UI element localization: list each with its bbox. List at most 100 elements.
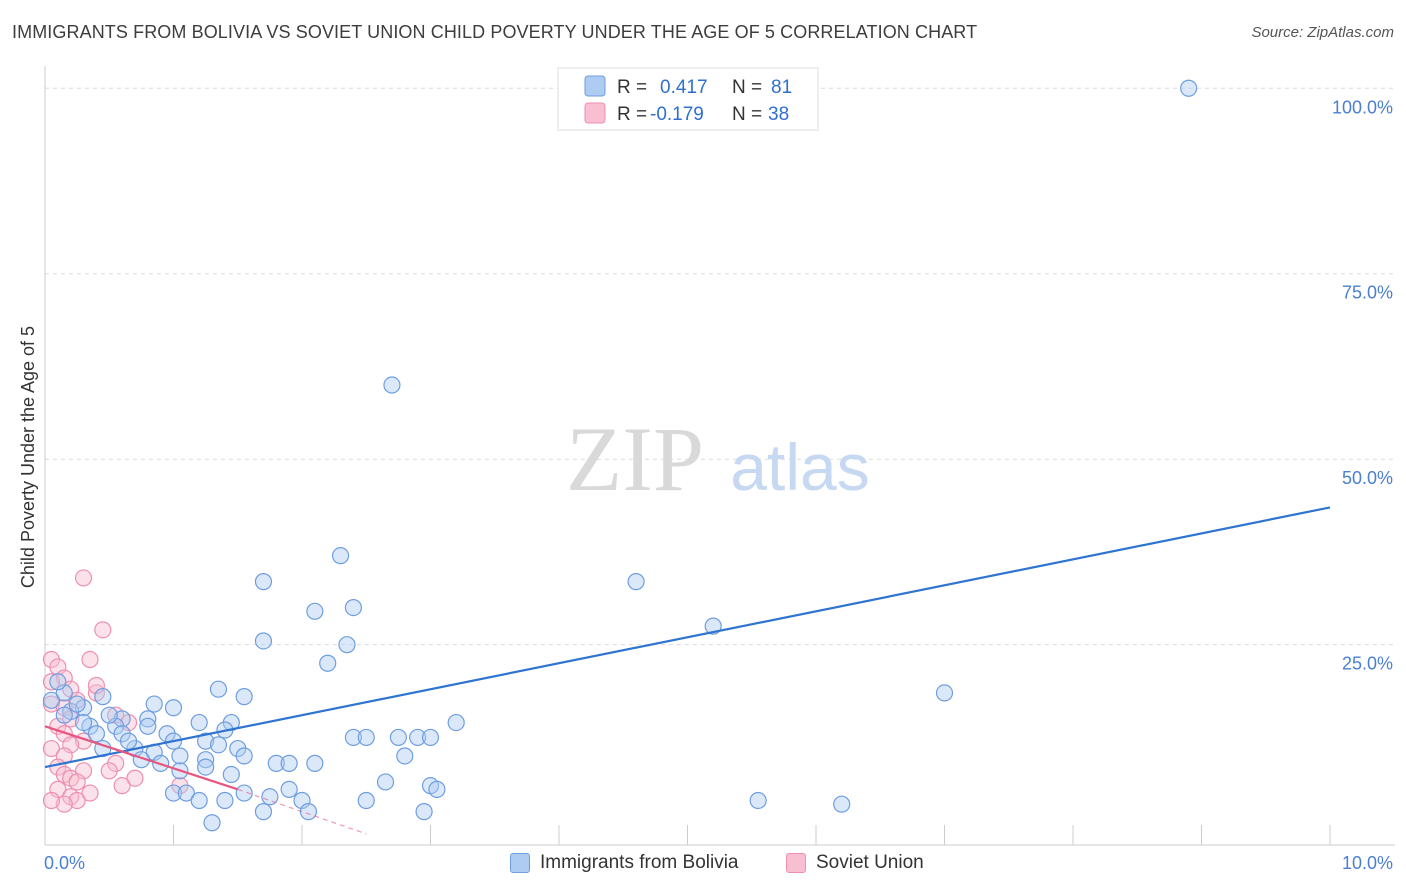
legend-label-soviet-union: Soviet Union xyxy=(816,852,924,873)
bolivia-point xyxy=(49,673,67,691)
bolivia-point xyxy=(267,754,285,772)
bolivia-point xyxy=(68,695,86,713)
soviet-union-point xyxy=(68,773,86,791)
legend-swatch-bolivia xyxy=(510,853,530,873)
soviet-union-point xyxy=(113,777,131,795)
bolivia-point xyxy=(203,814,221,832)
bolivia-point xyxy=(833,795,851,813)
bolivia-point xyxy=(164,699,183,717)
bolivia-point xyxy=(319,654,337,672)
bolivia-point xyxy=(100,706,118,724)
watermark-zip: ZIP xyxy=(566,408,704,510)
bolivia-point xyxy=(164,784,183,802)
bolivia-point xyxy=(415,803,433,821)
soviet-union-point xyxy=(42,791,61,810)
bolivia-point xyxy=(235,784,253,802)
bolivia-point xyxy=(338,636,356,654)
legend-item-soviet-union[interactable]: Soviet Union xyxy=(786,852,924,874)
legend-r-value-1: 0.417 xyxy=(660,77,708,98)
legend-n-label-2: N = xyxy=(732,104,762,125)
bolivia-point xyxy=(331,547,350,565)
bolivia-point xyxy=(749,791,767,810)
bolivia-point xyxy=(280,754,298,772)
bolivia-point xyxy=(280,780,298,798)
bolivia-point xyxy=(409,728,427,747)
bolivia-point xyxy=(344,598,362,617)
watermark-atlas: atlas xyxy=(730,430,869,504)
bolivia-points xyxy=(42,79,1198,832)
bolivia-point xyxy=(209,680,228,698)
soviet-union-point xyxy=(94,621,112,639)
bolivia-point xyxy=(428,780,446,798)
bolivia-point xyxy=(447,713,465,732)
soviet-union-point xyxy=(42,673,61,691)
legend-r-value-2: -0.179 xyxy=(650,104,704,125)
legend-swatch-pink xyxy=(584,102,606,124)
grid-lines xyxy=(45,87,1395,646)
tick-labels: 100.0% 75.0% 50.0% 25.0% 0.0% 10.0% xyxy=(44,97,1393,873)
legend-n-value-2: 38 xyxy=(768,104,789,125)
legend-n-label-1: N = xyxy=(732,77,762,98)
x-tick-label-right: 10.0% xyxy=(1342,853,1393,873)
bolivia-point xyxy=(177,784,195,802)
bolivia-point xyxy=(704,617,722,635)
soviet-union-point xyxy=(126,769,144,787)
soviet-union-trend-line xyxy=(44,725,239,791)
legend-item-bolivia[interactable]: Immigrants from Bolivia xyxy=(510,852,739,874)
bolivia-point xyxy=(344,728,362,747)
bolivia-point xyxy=(74,713,93,732)
y-tick-label-1: 75.0% xyxy=(1342,283,1393,303)
bolivia-trend-line xyxy=(44,506,1331,769)
bolivia-point xyxy=(87,725,106,743)
axes xyxy=(44,66,1395,846)
bolivia-point xyxy=(235,747,253,765)
bolivia-point xyxy=(190,713,208,732)
bolivia-point xyxy=(376,773,395,791)
bolivia-point xyxy=(254,803,273,821)
soviet-union-point xyxy=(55,795,73,813)
chart-title: IMMIGRANTS FROM BOLIVIA VS SOVIET UNION … xyxy=(12,22,978,42)
soviet-union-trend-extension xyxy=(237,788,367,835)
y-tick-label-2: 50.0% xyxy=(1342,468,1393,488)
legend-r-label-1: R = xyxy=(617,77,647,98)
soviet-union-point xyxy=(81,650,99,669)
x-tick-label-left: 0.0% xyxy=(44,853,85,873)
bolivia-point xyxy=(42,691,61,709)
bolivia-point xyxy=(396,747,414,765)
bolivia-point xyxy=(235,688,253,706)
bolivia-point xyxy=(357,791,375,810)
bolivia-point xyxy=(627,573,645,591)
bolivia-point xyxy=(119,732,138,750)
bolivia-point xyxy=(222,765,240,784)
bolivia-point xyxy=(306,754,324,772)
soviet-union-point xyxy=(68,791,86,810)
bolivia-point xyxy=(55,706,73,724)
bolivia-point xyxy=(197,758,215,776)
bolivia-point xyxy=(254,573,273,591)
legend-label-bolivia: Immigrants from Bolivia xyxy=(540,852,739,873)
legend-swatch-soviet-union xyxy=(786,853,806,873)
bolivia-point xyxy=(935,684,954,702)
soviet-union-point xyxy=(74,569,93,587)
soviet-union-point xyxy=(81,784,99,802)
source-label[interactable]: Source: ZipAtlas.com xyxy=(1251,24,1394,41)
bolivia-point xyxy=(389,728,407,747)
legend-r-label-2: R = xyxy=(617,104,647,125)
y-axis-label: Child Poverty Under the Age of 5 xyxy=(18,326,38,588)
bolivia-point xyxy=(261,788,279,806)
bolivia-point xyxy=(306,602,324,620)
bolivia-point xyxy=(357,728,375,747)
bolivia-point xyxy=(197,732,215,750)
legend-n-value-1: 81 xyxy=(771,77,792,98)
bolivia-point xyxy=(190,791,208,810)
soviet-union-point xyxy=(42,739,61,758)
y-tick-label-3: 25.0% xyxy=(1342,654,1393,674)
bolivia-point xyxy=(145,695,163,713)
soviet-union-point xyxy=(100,762,118,780)
series-legend: Immigrants from Bolivia Soviet Union xyxy=(0,850,1406,878)
soviet-union-point xyxy=(42,695,61,713)
bolivia-point xyxy=(94,688,112,706)
soviet-union-points xyxy=(42,569,189,813)
legend-swatch-blue xyxy=(584,75,606,97)
bolivia-point xyxy=(216,791,234,810)
